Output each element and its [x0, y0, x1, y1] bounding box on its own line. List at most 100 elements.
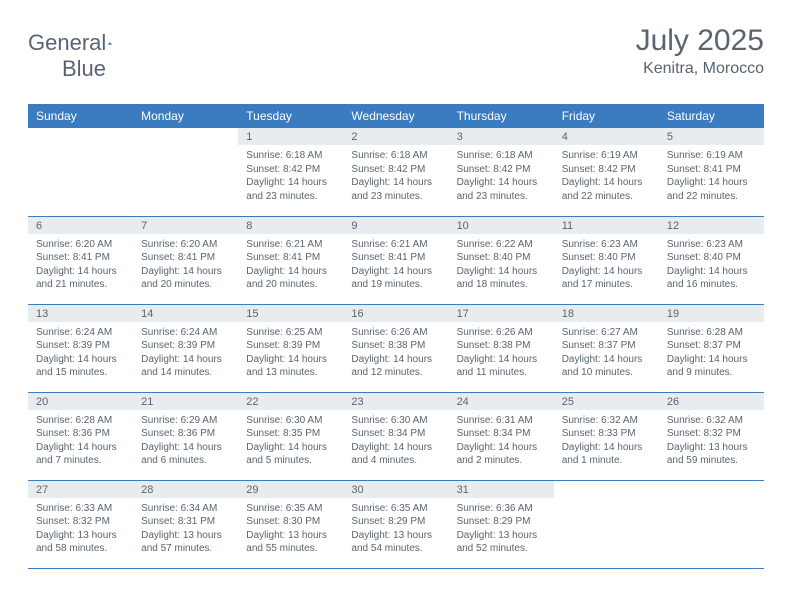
day-cell: 10Sunrise: 6:22 AMSunset: 8:40 PMDayligh…: [449, 216, 554, 304]
day-number: 6: [28, 217, 133, 234]
day-number: 18: [554, 305, 659, 322]
sunrise-text: Sunrise: 6:35 AM: [246, 502, 335, 516]
day-details: [659, 498, 764, 506]
sunrise-text: Sunrise: 6:32 AM: [562, 414, 651, 428]
day-number: 15: [238, 305, 343, 322]
calendar-page: General July 2025 Kenitra, Morocco Blue …: [0, 0, 792, 569]
day-number: 4: [554, 128, 659, 145]
sunrise-text: Sunrise: 6:32 AM: [667, 414, 756, 428]
sunset-text: Sunset: 8:39 PM: [141, 339, 230, 353]
daylight-text: Daylight: 14 hours and 23 minutes.: [457, 176, 546, 203]
day-number: 3: [449, 128, 554, 145]
day-cell: 5Sunrise: 6:19 AMSunset: 8:41 PMDaylight…: [659, 128, 764, 216]
col-tuesday: Tuesday: [238, 104, 343, 128]
week-row: 1Sunrise: 6:18 AMSunset: 8:42 PMDaylight…: [28, 128, 764, 216]
day-details: Sunrise: 6:25 AMSunset: 8:39 PMDaylight:…: [238, 322, 343, 384]
day-cell: 30Sunrise: 6:35 AMSunset: 8:29 PMDayligh…: [343, 480, 448, 568]
sunrise-text: Sunrise: 6:22 AM: [457, 238, 546, 252]
day-cell: 20Sunrise: 6:28 AMSunset: 8:36 PMDayligh…: [28, 392, 133, 480]
sunrise-text: Sunrise: 6:23 AM: [562, 238, 651, 252]
sunrise-text: Sunrise: 6:24 AM: [36, 326, 125, 340]
day-cell: 8Sunrise: 6:21 AMSunset: 8:41 PMDaylight…: [238, 216, 343, 304]
day-cell: 29Sunrise: 6:35 AMSunset: 8:30 PMDayligh…: [238, 480, 343, 568]
day-details: Sunrise: 6:30 AMSunset: 8:34 PMDaylight:…: [343, 410, 448, 472]
day-cell: 13Sunrise: 6:24 AMSunset: 8:39 PMDayligh…: [28, 304, 133, 392]
sunrise-text: Sunrise: 6:20 AM: [141, 238, 230, 252]
day-number: 7: [133, 217, 238, 234]
daylight-text: Daylight: 14 hours and 21 minutes.: [36, 265, 125, 292]
daylight-text: Daylight: 14 hours and 1 minute.: [562, 441, 651, 468]
day-number: 26: [659, 393, 764, 410]
day-cell: 11Sunrise: 6:23 AMSunset: 8:40 PMDayligh…: [554, 216, 659, 304]
sunset-text: Sunset: 8:38 PM: [457, 339, 546, 353]
day-number: 1: [238, 128, 343, 145]
day-cell: 19Sunrise: 6:28 AMSunset: 8:37 PMDayligh…: [659, 304, 764, 392]
day-cell: 15Sunrise: 6:25 AMSunset: 8:39 PMDayligh…: [238, 304, 343, 392]
day-details: Sunrise: 6:29 AMSunset: 8:36 PMDaylight:…: [133, 410, 238, 472]
brand-triangle-icon: [108, 34, 112, 52]
day-details: [28, 145, 133, 153]
day-number: 11: [554, 217, 659, 234]
day-cell: 1Sunrise: 6:18 AMSunset: 8:42 PMDaylight…: [238, 128, 343, 216]
daylight-text: Daylight: 14 hours and 9 minutes.: [667, 353, 756, 380]
sunrise-text: Sunrise: 6:25 AM: [246, 326, 335, 340]
sunset-text: Sunset: 8:42 PM: [351, 163, 440, 177]
sunset-text: Sunset: 8:32 PM: [36, 515, 125, 529]
sunset-text: Sunset: 8:42 PM: [562, 163, 651, 177]
sunset-text: Sunset: 8:41 PM: [141, 251, 230, 265]
daylight-text: Daylight: 14 hours and 20 minutes.: [246, 265, 335, 292]
sunset-text: Sunset: 8:41 PM: [351, 251, 440, 265]
day-cell: 3Sunrise: 6:18 AMSunset: 8:42 PMDaylight…: [449, 128, 554, 216]
day-details: Sunrise: 6:28 AMSunset: 8:37 PMDaylight:…: [659, 322, 764, 384]
col-thursday: Thursday: [449, 104, 554, 128]
day-number: 21: [133, 393, 238, 410]
sunset-text: Sunset: 8:40 PM: [667, 251, 756, 265]
brand-part1: General: [28, 30, 106, 56]
title-block: July 2025 Kenitra, Morocco: [636, 24, 764, 78]
day-number: [133, 128, 238, 145]
daylight-text: Daylight: 14 hours and 6 minutes.: [141, 441, 230, 468]
month-title: July 2025: [636, 24, 764, 58]
day-number: 22: [238, 393, 343, 410]
day-number: 12: [659, 217, 764, 234]
day-details: Sunrise: 6:20 AMSunset: 8:41 PMDaylight:…: [28, 234, 133, 296]
day-cell: 24Sunrise: 6:31 AMSunset: 8:34 PMDayligh…: [449, 392, 554, 480]
day-number: 16: [343, 305, 448, 322]
day-number: 14: [133, 305, 238, 322]
day-cell: 27Sunrise: 6:33 AMSunset: 8:32 PMDayligh…: [28, 480, 133, 568]
day-number: 13: [28, 305, 133, 322]
sunrise-text: Sunrise: 6:23 AM: [667, 238, 756, 252]
day-details: Sunrise: 6:35 AMSunset: 8:29 PMDaylight:…: [343, 498, 448, 560]
day-cell: 17Sunrise: 6:26 AMSunset: 8:38 PMDayligh…: [449, 304, 554, 392]
day-cell: 4Sunrise: 6:19 AMSunset: 8:42 PMDaylight…: [554, 128, 659, 216]
sunrise-text: Sunrise: 6:21 AM: [351, 238, 440, 252]
col-saturday: Saturday: [659, 104, 764, 128]
day-number: 29: [238, 481, 343, 498]
daylight-text: Daylight: 13 hours and 59 minutes.: [667, 441, 756, 468]
sunrise-text: Sunrise: 6:34 AM: [141, 502, 230, 516]
day-details: [133, 145, 238, 153]
day-details: Sunrise: 6:26 AMSunset: 8:38 PMDaylight:…: [343, 322, 448, 384]
sunset-text: Sunset: 8:41 PM: [246, 251, 335, 265]
sunset-text: Sunset: 8:31 PM: [141, 515, 230, 529]
sunset-text: Sunset: 8:36 PM: [141, 427, 230, 441]
sunrise-text: Sunrise: 6:21 AM: [246, 238, 335, 252]
daylight-text: Daylight: 13 hours and 55 minutes.: [246, 529, 335, 556]
day-cell: [554, 480, 659, 568]
day-details: Sunrise: 6:27 AMSunset: 8:37 PMDaylight:…: [554, 322, 659, 384]
col-monday: Monday: [133, 104, 238, 128]
day-number: 17: [449, 305, 554, 322]
day-details: Sunrise: 6:24 AMSunset: 8:39 PMDaylight:…: [28, 322, 133, 384]
day-header-row: Sunday Monday Tuesday Wednesday Thursday…: [28, 104, 764, 128]
sunset-text: Sunset: 8:39 PM: [246, 339, 335, 353]
sunrise-text: Sunrise: 6:19 AM: [667, 149, 756, 163]
daylight-text: Daylight: 13 hours and 54 minutes.: [351, 529, 440, 556]
sunset-text: Sunset: 8:34 PM: [351, 427, 440, 441]
day-details: Sunrise: 6:30 AMSunset: 8:35 PMDaylight:…: [238, 410, 343, 472]
daylight-text: Daylight: 14 hours and 14 minutes.: [141, 353, 230, 380]
day-details: Sunrise: 6:31 AMSunset: 8:34 PMDaylight:…: [449, 410, 554, 472]
sunrise-text: Sunrise: 6:29 AM: [141, 414, 230, 428]
day-details: Sunrise: 6:28 AMSunset: 8:36 PMDaylight:…: [28, 410, 133, 472]
sunrise-text: Sunrise: 6:20 AM: [36, 238, 125, 252]
day-cell: 31Sunrise: 6:36 AMSunset: 8:29 PMDayligh…: [449, 480, 554, 568]
